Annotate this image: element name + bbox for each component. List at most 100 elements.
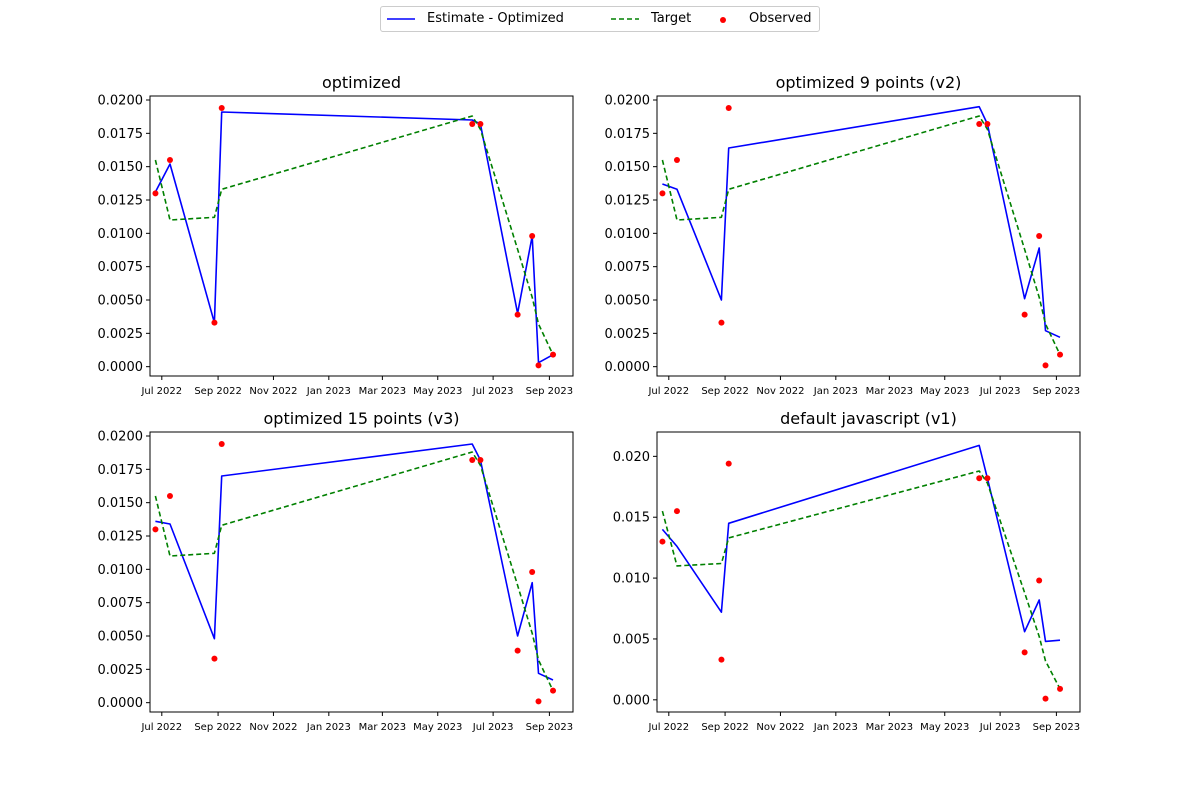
- chart-panel-4: default javascript (v1) 0.000 0.005 0.010 0.…: [613, 409, 1081, 733]
- y-tick-label: 0.0200: [98, 94, 144, 109]
- x-tick-label: Jul 2023: [472, 722, 514, 733]
- x-tick-label: Mar 2023: [866, 386, 914, 397]
- x-tick-label: May 2023: [413, 722, 462, 733]
- observed-point: [477, 457, 484, 463]
- y-tick-label: 0.0150: [98, 496, 144, 511]
- x-tick-label: Jul 2022: [647, 722, 689, 733]
- y-tick-label: 0.000: [613, 693, 650, 708]
- observed-point: [673, 508, 680, 515]
- observed-point: [718, 319, 725, 326]
- y-tick-label: 0.0200: [605, 94, 651, 109]
- y-tick-label: 0.0150: [605, 160, 651, 175]
- legend-swatch-marker: [720, 17, 726, 23]
- observed-point: [984, 121, 991, 127]
- x-tick-label: May 2023: [920, 386, 969, 397]
- x-tick-label: Jan 2023: [306, 722, 351, 733]
- observed-point: [166, 157, 173, 163]
- observed-point: [659, 538, 666, 545]
- y-tick-label: 0.0000: [98, 360, 144, 375]
- chart-panel-2: optimized 9 points (v2) 0.0000 0.0025 0.005…: [605, 73, 1081, 397]
- series-line-target: [154, 451, 554, 692]
- observed-point: [1042, 695, 1049, 702]
- x-tick-label: Mar 2023: [866, 722, 914, 733]
- x-tick-label: Sep 2022: [194, 722, 241, 733]
- series-line-estimate: [155, 443, 554, 681]
- y-tick-label: 0.0125: [98, 530, 144, 545]
- y-tick-label: 0.0125: [98, 194, 144, 209]
- observed-point: [550, 351, 557, 358]
- y-tick-label: 0.015: [613, 511, 650, 526]
- x-tick-label: May 2023: [920, 722, 969, 733]
- observed-point: [984, 475, 991, 482]
- plot-frame: [149, 431, 574, 713]
- y-tick-label: 0.0150: [98, 160, 144, 175]
- chart-legend: Estimate - Optimized Target Observed: [380, 6, 820, 32]
- chart-panel-1: optimized 0.0000 0.0025 0.0050 0.0075 0.0100 0…: [98, 73, 574, 397]
- y-tick-label: 0.010: [613, 572, 650, 587]
- observed-point: [1057, 351, 1064, 358]
- x-tick-label: Nov 2022: [756, 386, 804, 397]
- observed-point: [725, 105, 732, 111]
- y-tick-label: 0.0025: [605, 327, 651, 342]
- x-tick-label: Jul 2022: [140, 722, 182, 733]
- y-tick-label: 0.0000: [98, 696, 144, 711]
- y-tick-label: 0.0100: [98, 227, 144, 242]
- x-tick-label: Jul 2023: [979, 722, 1021, 733]
- observed-point: [211, 319, 218, 326]
- observed-point: [976, 475, 983, 482]
- observed-point: [514, 647, 521, 654]
- x-tick-label: Sep 2022: [194, 386, 241, 397]
- x-tick-label: Jul 2023: [979, 386, 1021, 397]
- observed-point: [1021, 649, 1028, 656]
- observed-point: [218, 441, 225, 447]
- observed-point: [535, 362, 542, 369]
- x-tick-label: Jul 2022: [647, 386, 689, 397]
- observed-point: [1036, 233, 1043, 239]
- x-tick-label: Mar 2023: [359, 722, 407, 733]
- plot-frame: [656, 431, 1081, 713]
- observed-point: [659, 190, 666, 197]
- observed-point: [529, 569, 536, 575]
- y-tick-label: 0.0075: [605, 260, 651, 275]
- plot-frame: [656, 95, 1081, 377]
- x-tick-label: Sep 2023: [526, 386, 573, 397]
- observed-point: [1057, 685, 1064, 692]
- y-tick-label: 0.0200: [98, 430, 144, 445]
- x-tick-label: Sep 2022: [701, 386, 748, 397]
- chart-panel-3: optimized 15 points (v3) 0.0000 0.0025 0.00…: [98, 409, 574, 733]
- series-line-target: [661, 115, 1061, 356]
- y-tick-label: 0.0025: [98, 327, 144, 342]
- y-tick-label: 0.0075: [98, 596, 144, 611]
- y-tick-label: 0.020: [613, 450, 650, 465]
- observed-point: [166, 493, 173, 499]
- x-tick-label: May 2023: [413, 386, 462, 397]
- legend-label-target: Target: [651, 11, 692, 26]
- observed-point: [529, 233, 536, 239]
- observed-point: [725, 460, 732, 467]
- observed-point: [718, 656, 725, 663]
- observed-point: [469, 121, 476, 127]
- y-tick-label: 0.005: [613, 632, 650, 647]
- x-tick-label: Jul 2022: [140, 386, 182, 397]
- observed-point: [1036, 577, 1043, 584]
- y-tick-label: 0.0175: [98, 463, 144, 478]
- series-line-target: [661, 470, 1061, 690]
- observed-point: [514, 311, 521, 318]
- y-tick-label: 0.0050: [605, 294, 651, 309]
- x-tick-label: Nov 2022: [249, 722, 297, 733]
- observed-point: [469, 457, 476, 463]
- y-tick-label: 0.0175: [605, 127, 651, 142]
- y-tick-label: 0.0000: [605, 360, 651, 375]
- x-tick-label: Sep 2023: [526, 722, 573, 733]
- y-tick-label: 0.0025: [98, 663, 144, 678]
- x-tick-label: Sep 2022: [701, 722, 748, 733]
- x-tick-label: Sep 2023: [1033, 722, 1080, 733]
- series-line-estimate: [661, 444, 1061, 643]
- x-tick-label: Jan 2023: [306, 386, 351, 397]
- observed-point: [152, 190, 159, 197]
- chart-title: optimized: [322, 73, 401, 92]
- plot-frame: [149, 95, 574, 377]
- observed-point: [1021, 311, 1028, 318]
- y-tick-label: 0.0175: [98, 127, 144, 142]
